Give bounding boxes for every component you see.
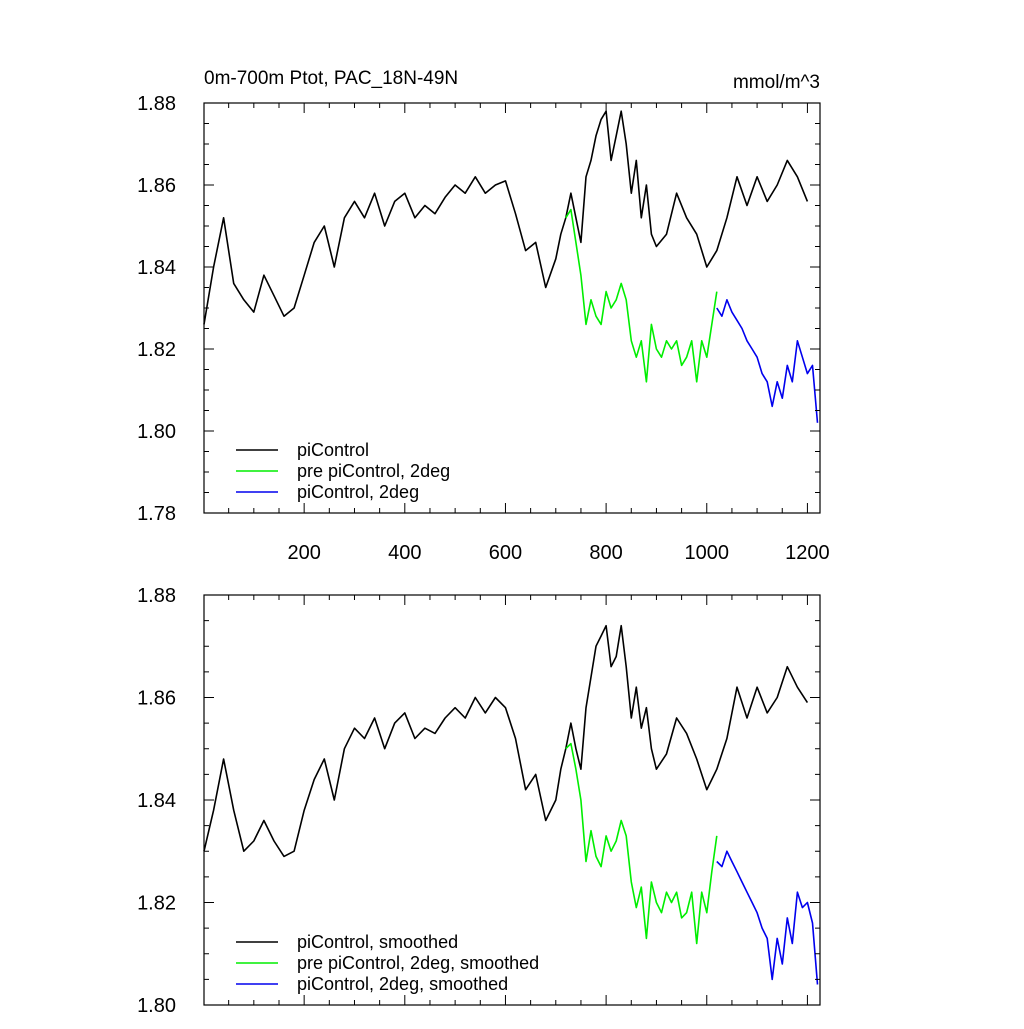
- bottom-y-tick-label: 1.82: [137, 893, 176, 915]
- bottom-legend: piControl, smoothed pre piControl, 2deg,…: [236, 932, 539, 994]
- bottom-y-tick-label: 1.84: [137, 790, 176, 812]
- top-series-line-0: [203, 110, 809, 325]
- top-panel-units: mmol/m^3: [733, 72, 820, 93]
- top-plot-frame: [203, 102, 821, 514]
- bottom-series-line-2: [716, 850, 819, 985]
- bottom-series-line-1: [565, 742, 718, 945]
- top-series-line-1: [565, 208, 718, 383]
- top-y-tick-label: 1.88: [137, 93, 176, 115]
- bottom-panel: 1.80 1.82 1.84 1.86 1.88 piControl, smoothed…: [137, 585, 821, 1017]
- top-legend-label-pre-picontrol: pre piControl, 2deg: [297, 461, 450, 481]
- top-y-tick-label: 1.82: [137, 339, 176, 361]
- top-panel: 0m-700m Ptot, PAC_18N-49N mmol/m^3 1.781…: [137, 68, 830, 564]
- top-series-group: [203, 110, 819, 423]
- top-axes: 1.78 1.80 1.82 1.84 1.86 1.88 200 400 600 800 1000…: [137, 93, 830, 564]
- top-y-tick-label: 1.84: [137, 257, 176, 279]
- top-x-tick-label: 1000: [685, 542, 730, 564]
- top-legend-label-picontrol-2deg: piControl, 2deg: [297, 482, 419, 502]
- top-y-tick-label: 1.80: [137, 421, 176, 443]
- top-x-tick-label: 1200: [785, 542, 830, 564]
- top-panel-title: 0m-700m Ptot, PAC_18N-49N: [204, 68, 458, 89]
- bottom-y-tick-label: 1.86: [137, 688, 176, 710]
- top-y-tick-label: 1.78: [137, 503, 176, 525]
- bottom-series-line-0: [203, 624, 809, 858]
- top-y-tick-label: 1.86: [137, 175, 176, 197]
- bottom-legend-label-pre-picontrol: pre piControl, 2deg, smoothed: [297, 953, 539, 973]
- bottom-plot-frame: [203, 594, 821, 1006]
- top-series-line-2: [716, 298, 819, 423]
- bottom-y-tick-label: 1.80: [137, 995, 176, 1017]
- bottom-series-group: [203, 624, 819, 985]
- top-x-tick-label: 200: [287, 542, 320, 564]
- bottom-y-tick-label: 1.88: [137, 585, 176, 607]
- top-x-tick-label: 400: [388, 542, 421, 564]
- top-legend: piControl pre piControl, 2deg piControl,…: [236, 440, 450, 502]
- bottom-legend-label-picontrol-2deg: piControl, 2deg, smoothed: [297, 974, 508, 994]
- bottom-legend-label-picontrol: piControl, smoothed: [297, 932, 458, 952]
- top-legend-label-picontrol: piControl: [297, 440, 369, 460]
- top-x-tick-label: 800: [589, 542, 622, 564]
- top-x-tick-label: 600: [489, 542, 522, 564]
